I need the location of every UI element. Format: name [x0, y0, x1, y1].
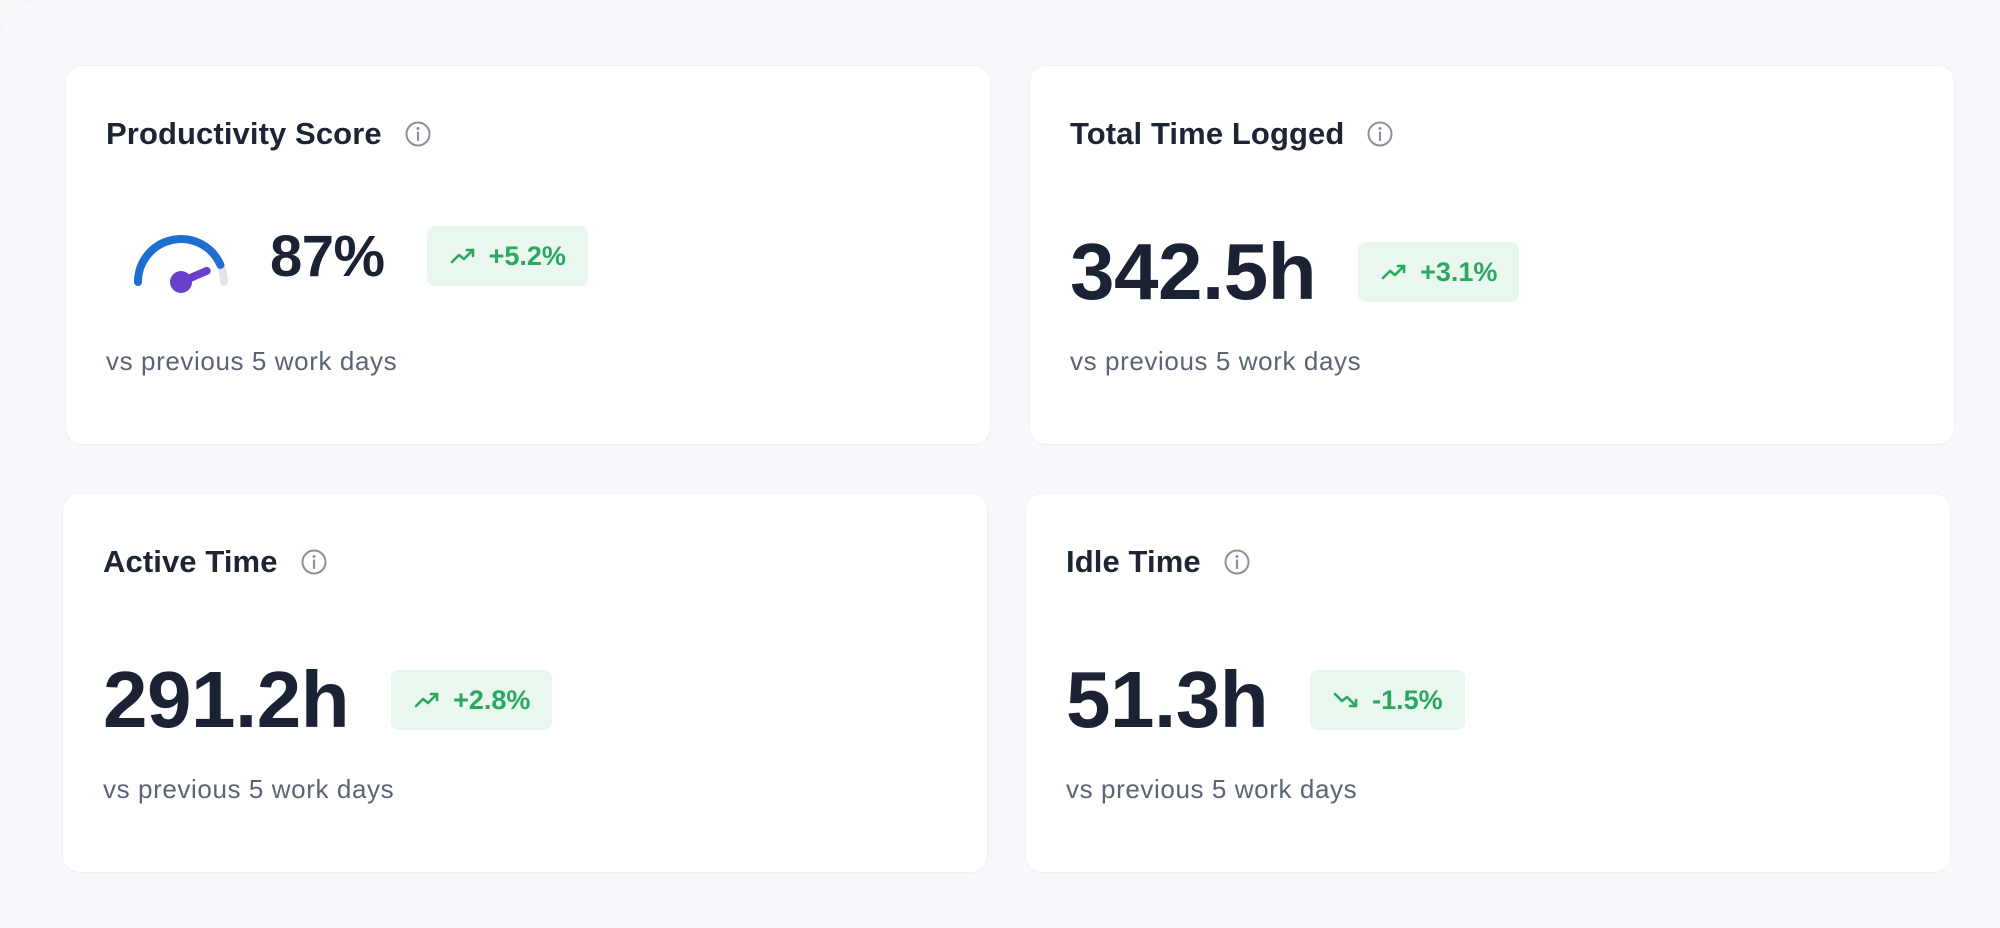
metric-row: 342.5h +3.1%: [1070, 226, 1520, 318]
comparison-subtext: vs previous 5 work days: [106, 346, 398, 376]
trending-down-icon: [1333, 692, 1358, 708]
card-title: Active Time: [103, 544, 278, 579]
metric-row: 291.2h +2.8%: [103, 654, 553, 746]
change-badge: -1.5%: [1310, 670, 1465, 730]
change-value: -1.5%: [1372, 684, 1443, 715]
trending-up-icon: [1381, 264, 1406, 280]
metric-value: 87%: [270, 223, 385, 289]
change-value: +2.8%: [453, 684, 531, 715]
card-header: Total Time Logged: [1070, 116, 1394, 152]
change-badge: +5.2%: [426, 226, 588, 286]
comparison-subtext: vs previous 5 work days: [1066, 774, 1358, 804]
info-circle-icon[interactable]: [1223, 548, 1251, 576]
trending-up-icon: [414, 692, 439, 708]
metric-row: 87% +5.2%: [106, 210, 588, 302]
change-value: +5.2%: [488, 240, 566, 271]
change-badge: +2.8%: [391, 670, 553, 730]
card-title: Idle Time: [1066, 544, 1201, 579]
card-header: Active Time: [103, 544, 328, 580]
gauge-hub: [170, 271, 192, 293]
idle-time-card: Idle Time 51.3h -1.5% vs previous 5 work…: [1026, 494, 1950, 872]
metric-value: 291.2h: [103, 655, 350, 744]
comparison-subtext: vs previous 5 work days: [103, 774, 395, 804]
change-value: +3.1%: [1420, 256, 1498, 287]
info-circle-icon[interactable]: [300, 548, 328, 576]
card-title: Productivity Score: [106, 116, 382, 151]
comparison-subtext: vs previous 5 work days: [1070, 346, 1362, 376]
gauge-icon: [134, 235, 228, 293]
info-circle-icon[interactable]: [404, 120, 432, 148]
gauge-arc: [134, 235, 225, 286]
card-header: Idle Time: [1066, 544, 1251, 580]
active-time-card: Active Time 291.2h +2.8% vs previous 5 w…: [63, 494, 987, 872]
productivity-score-card: Productivity Score 87% +5.2%: [66, 66, 990, 444]
change-badge: +3.1%: [1358, 242, 1520, 302]
metric-row: 51.3h -1.5%: [1066, 654, 1465, 746]
total-time-logged-card: Total Time Logged 342.5h +3.1% vs previo…: [1030, 66, 1954, 444]
metric-value: 51.3h: [1066, 655, 1269, 744]
card-title: Total Time Logged: [1070, 116, 1345, 151]
info-circle-icon[interactable]: [1366, 120, 1394, 148]
trending-up-icon: [450, 248, 474, 264]
metric-value: 342.5h: [1070, 227, 1317, 316]
card-header: Productivity Score: [106, 116, 432, 152]
